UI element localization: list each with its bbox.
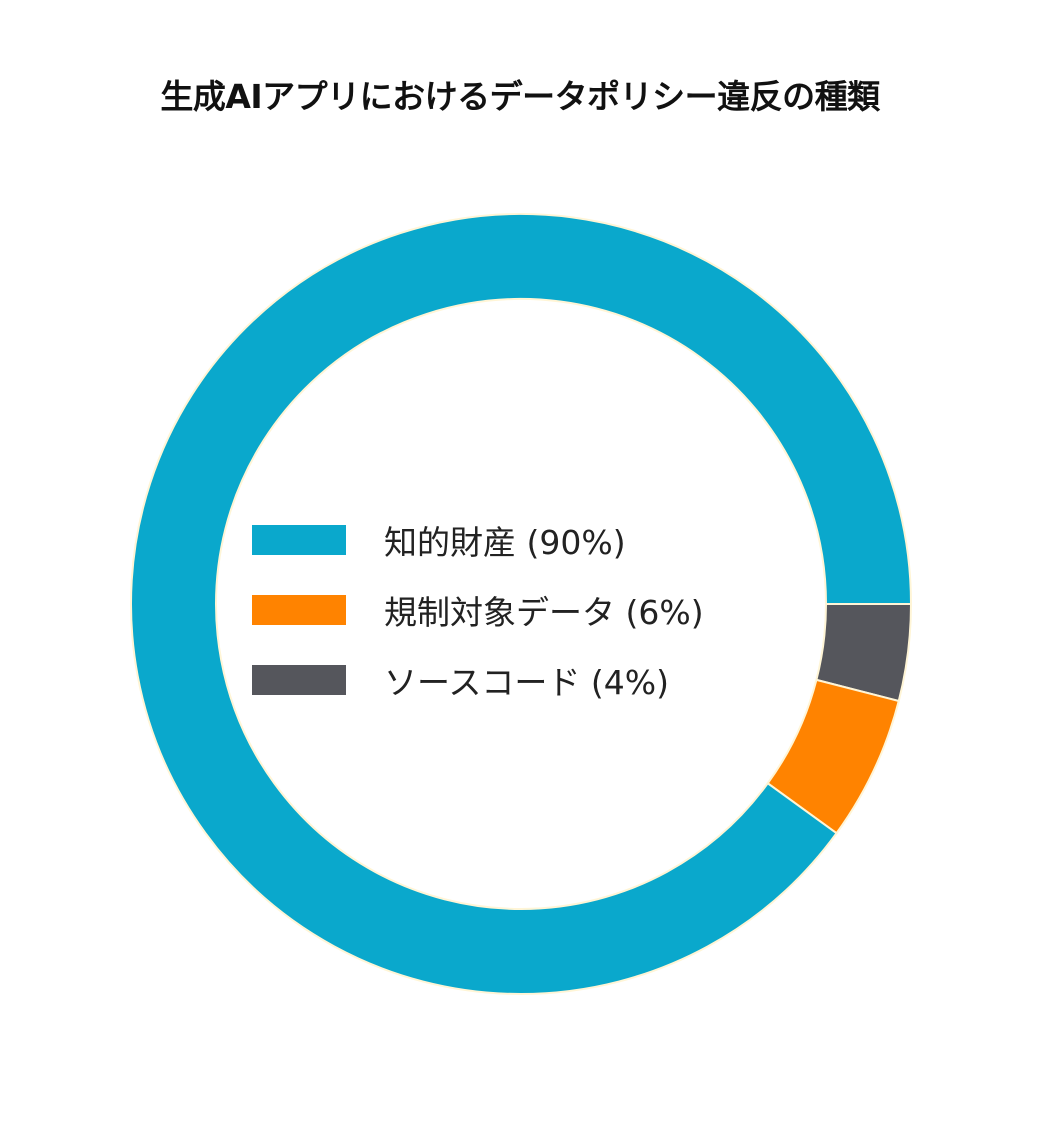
legend-swatch (252, 525, 346, 555)
legend-swatch (252, 665, 346, 695)
legend-label: 規制対象データ (6%) (384, 593, 704, 632)
slice-intellectual-property (130, 213, 913, 995)
legend-label: 知的財産 (90%) (384, 523, 626, 562)
legend-item-intellectual-property: 知的財産 (90%) (252, 505, 704, 575)
legend-label: ソースコード (4%) (384, 663, 669, 702)
chart-legend: 知的財産 (90%) 規制対象データ (6%) ソースコード (4%) (252, 505, 704, 715)
legend-item-source-code: ソースコード (4%) (252, 645, 704, 715)
legend-swatch (252, 595, 346, 625)
chart-title: 生成AIアプリにおけるデータポリシー違反の種類 (160, 77, 880, 116)
legend-item-regulated-data: 規制対象データ (6%) (252, 575, 704, 645)
